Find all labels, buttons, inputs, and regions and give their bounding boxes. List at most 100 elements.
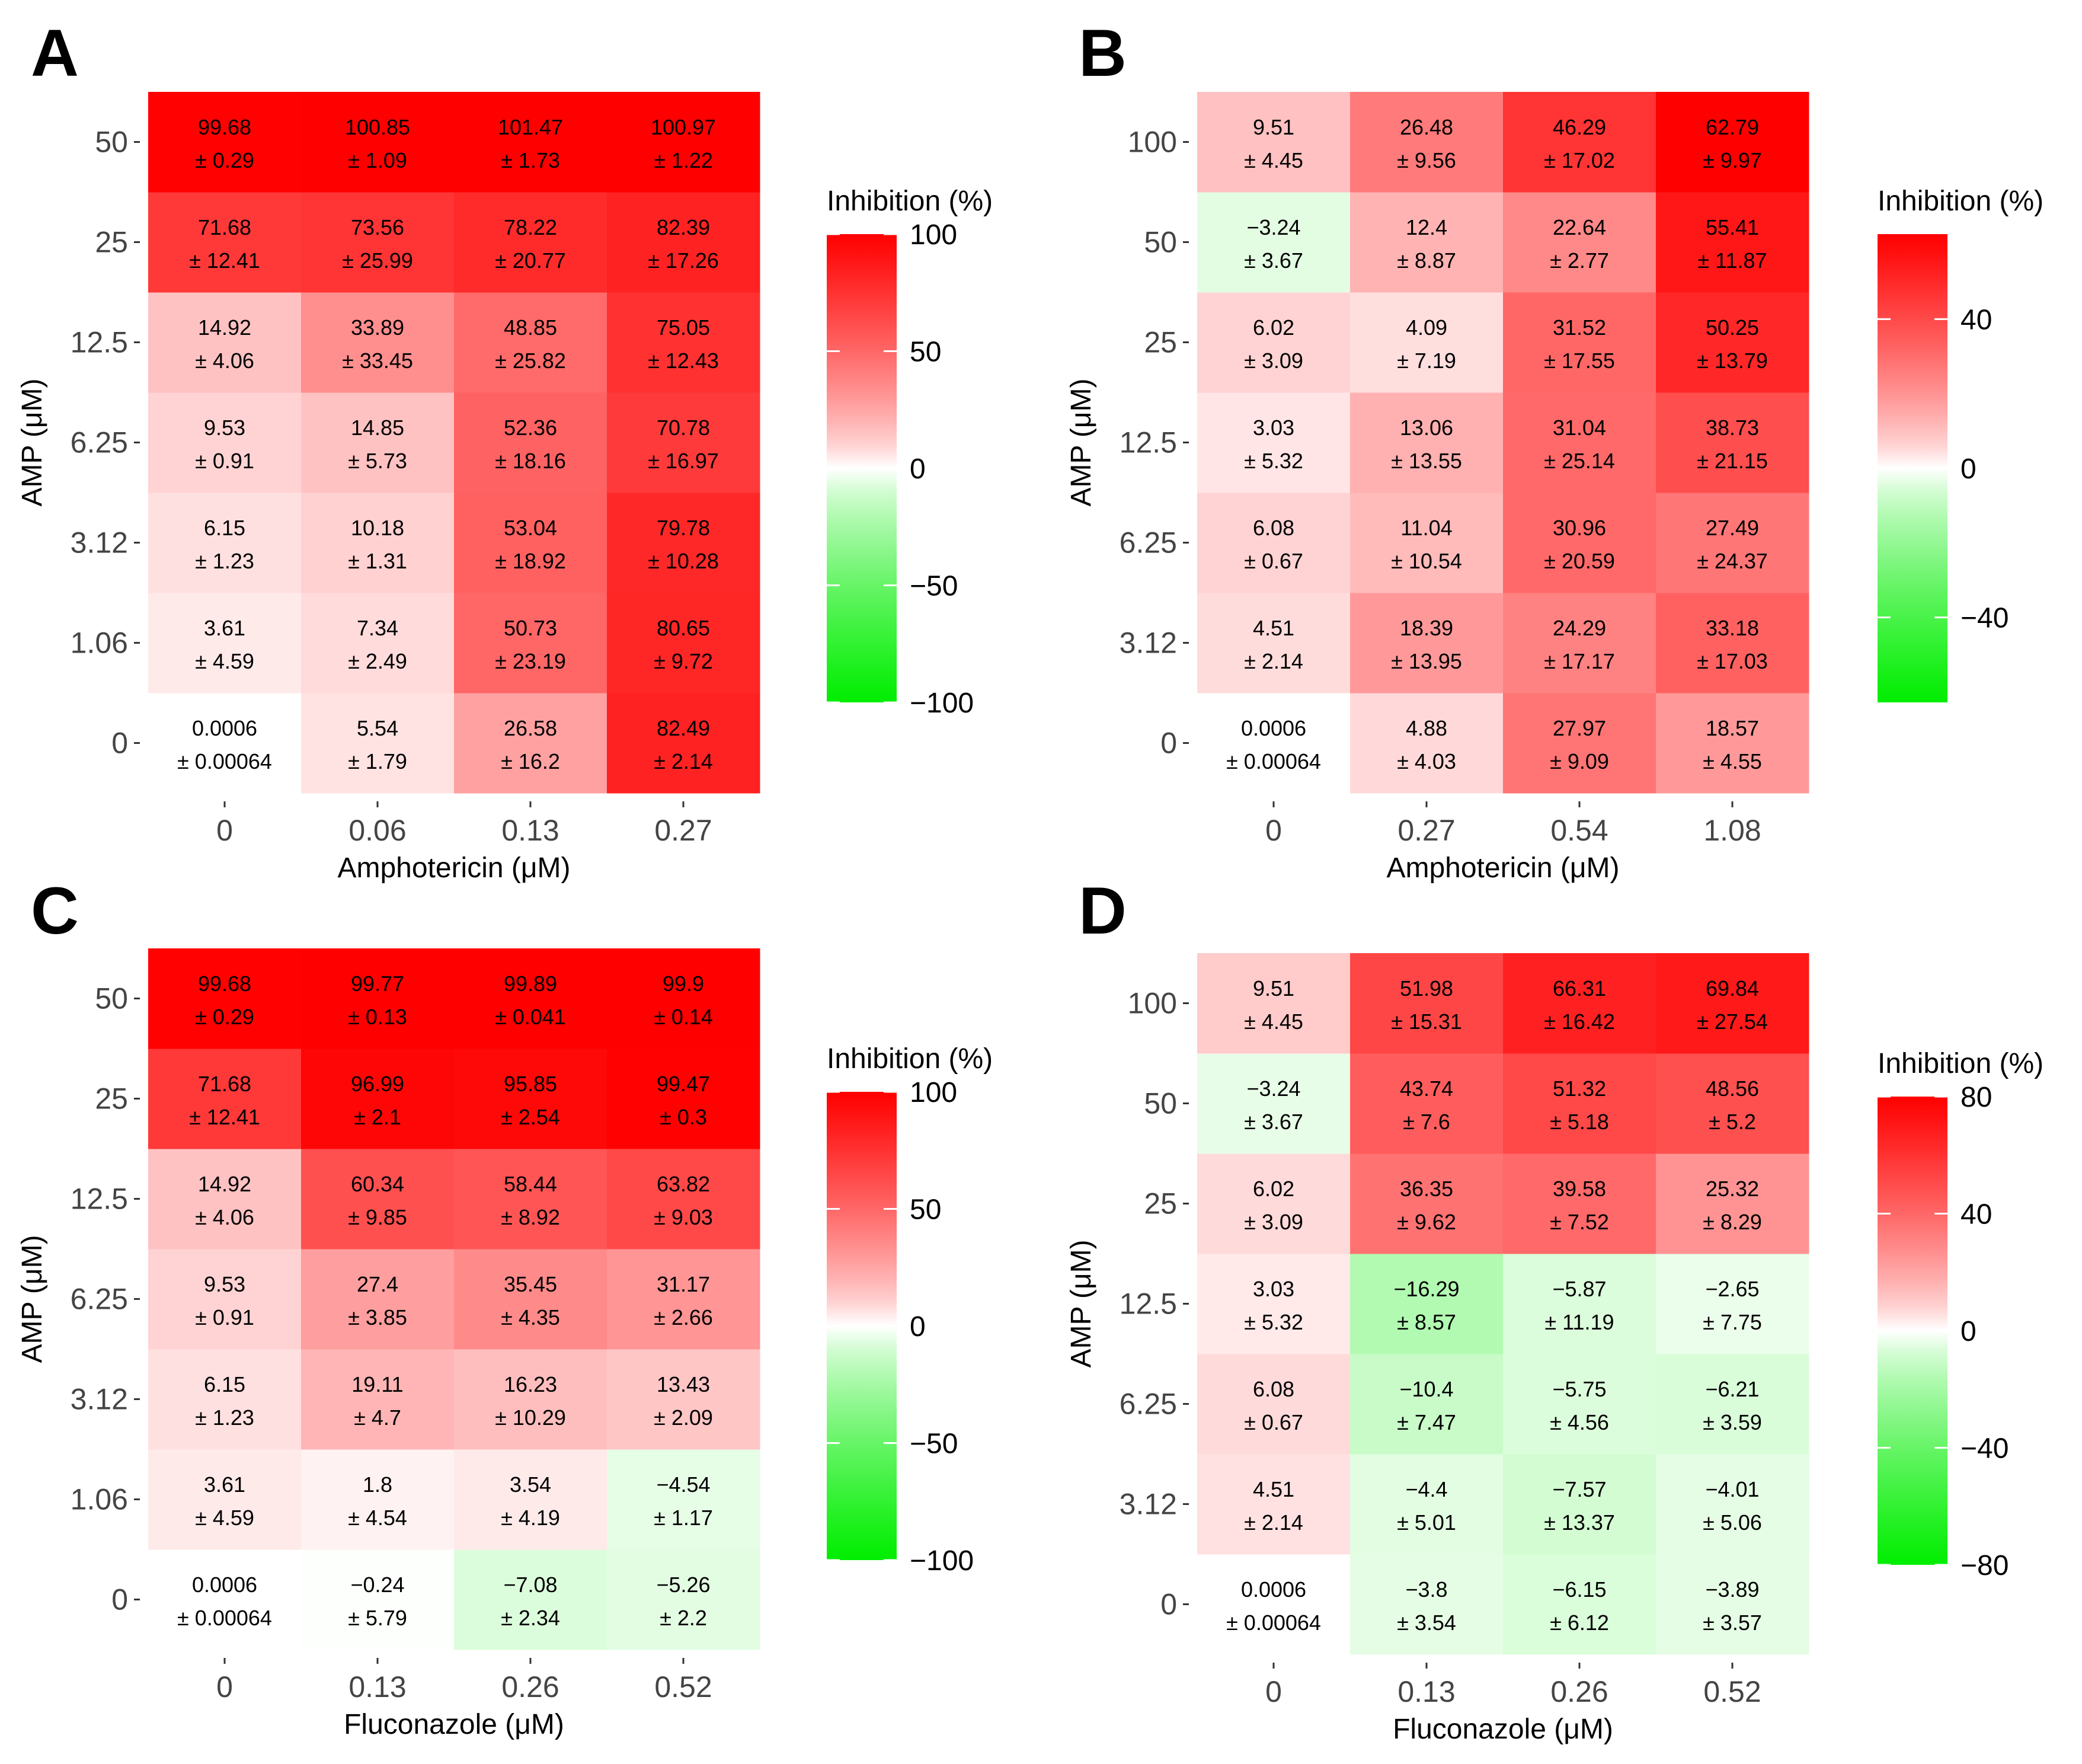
cell-error-label: ± 0.91 — [195, 1305, 254, 1330]
heatmap-cell — [454, 1049, 607, 1149]
heatmap-cell — [454, 1349, 607, 1450]
cell-value-label: 50.73 — [504, 616, 557, 640]
heatmap-cell — [607, 1149, 760, 1250]
cell-error-label: ± 18.16 — [495, 449, 566, 473]
cell-error-label: ± 4.03 — [1397, 749, 1456, 774]
panel-a: A 0.0006 ± 0.00064 5.54 ± 1.79 26.58 ± 16.2 82.… — [17, 16, 993, 884]
cell-error-label: ± 9.03 — [654, 1205, 713, 1229]
cell-value-label: 0.0006 — [192, 1573, 257, 1597]
heatmap-cell — [1197, 1454, 1351, 1555]
x-tick-label: 0.27 — [1397, 814, 1455, 847]
heatmap-cell — [1503, 693, 1656, 794]
cell-value-label: 6.02 — [1253, 315, 1294, 340]
cell-value-label: −5.75 — [1552, 1377, 1606, 1401]
heatmap-cell — [607, 1349, 760, 1450]
cell-error-label: ± 0.00064 — [177, 749, 272, 774]
heatmap-cell — [607, 593, 760, 694]
cell-error-label: ± 0.00064 — [1226, 1610, 1321, 1635]
heatmap-cell — [301, 192, 455, 293]
heatmap-cell — [454, 493, 607, 593]
cell-error-label: ± 11.19 — [1544, 1310, 1614, 1334]
cell-value-label: 18.57 — [1706, 716, 1759, 740]
heatmap-cell — [1656, 392, 1809, 493]
cell-value-label: 9.53 — [204, 416, 245, 440]
cell-value-label: −10.4 — [1399, 1377, 1453, 1401]
cell-error-label: ± 11.87 — [1697, 248, 1767, 273]
cell-error-label: ± 1.22 — [654, 148, 713, 172]
heatmap-cell — [148, 1349, 302, 1450]
y-tick-label: 12.5 — [71, 326, 128, 359]
heatmap-cell — [301, 1549, 455, 1650]
legend-tick-label: 0 — [910, 1311, 926, 1343]
heatmap-cell — [148, 1449, 302, 1550]
legend-tick-label: 0 — [1961, 453, 1977, 485]
cell-error-label: ± 17.17 — [1544, 649, 1615, 673]
heatmap-cell — [454, 192, 607, 293]
cell-value-label: 16.23 — [504, 1372, 557, 1396]
cell-error-label: ± 15.31 — [1391, 1009, 1462, 1034]
cell-error-label: ± 2.49 — [348, 649, 407, 673]
cell-error-label: ± 16.2 — [501, 749, 560, 774]
cell-value-label: 7.34 — [357, 616, 398, 640]
heatmap-cell — [301, 948, 455, 1049]
y-axis-title: AMP (μM) — [17, 1235, 48, 1363]
cell-value-label: 36.35 — [1400, 1177, 1453, 1201]
legend-title: Inhibition (%) — [1878, 186, 2043, 217]
cell-value-label: −7.08 — [503, 1573, 557, 1597]
cell-error-label: ± 4.45 — [1244, 1009, 1303, 1034]
cell-error-label: ± 7.47 — [1397, 1410, 1456, 1434]
cell-value-label: 18.39 — [1400, 616, 1453, 640]
cell-error-label: ± 4.55 — [1703, 749, 1762, 774]
x-tick-label: 0.13 — [348, 1670, 406, 1704]
heatmap-cell — [1503, 493, 1656, 593]
cell-error-label: ± 0.00064 — [1226, 749, 1321, 774]
heatmap-cell — [1503, 1354, 1656, 1455]
cell-error-label: ± 5.18 — [1550, 1110, 1609, 1134]
heatmap-cell — [1350, 1053, 1504, 1154]
heatmap-cell — [607, 1049, 760, 1149]
cell-value-label: 22.64 — [1553, 215, 1606, 239]
heatmap-cell — [607, 92, 760, 193]
cell-value-label: 26.48 — [1400, 115, 1453, 139]
heatmap-cell — [148, 593, 302, 694]
cell-value-label: 9.51 — [1253, 115, 1294, 139]
cell-error-label: ± 17.02 — [1544, 148, 1615, 172]
heatmap-cell — [1656, 693, 1809, 794]
x-axis-title: Fluconazole (μM) — [344, 1709, 564, 1740]
cell-value-label: −0.24 — [350, 1573, 404, 1597]
heatmap-cell — [1350, 493, 1504, 593]
legend-tick-label: 0 — [910, 453, 926, 485]
cell-value-label: 3.54 — [510, 1472, 551, 1497]
cell-value-label: 100.97 — [651, 115, 716, 139]
heatmap-cell — [1197, 593, 1351, 694]
heatmap-cell — [1350, 953, 1504, 1054]
cell-error-label: ± 2.14 — [1244, 1510, 1303, 1535]
heatmap-cell — [1197, 693, 1351, 794]
cell-error-label: ± 7.75 — [1703, 1310, 1762, 1334]
legend-title: Inhibition (%) — [827, 1043, 993, 1075]
cell-value-label: −6.21 — [1705, 1377, 1759, 1401]
panel-letter: B — [1079, 16, 1127, 90]
y-axis-title: AMP (μM) — [1066, 378, 1097, 506]
cell-error-label: ± 0.67 — [1244, 1410, 1303, 1434]
cell-value-label: 58.44 — [504, 1172, 557, 1196]
heatmap-cell — [1656, 92, 1809, 193]
cell-error-label: ± 21.15 — [1697, 449, 1768, 473]
panel-letter: D — [1079, 874, 1127, 948]
cell-error-label: ± 13.95 — [1391, 649, 1462, 673]
cell-value-label: 60.34 — [351, 1172, 404, 1196]
cell-value-label: 96.99 — [351, 1072, 404, 1096]
heatmap-cell — [1350, 1354, 1504, 1455]
heatmap-cell — [1350, 92, 1504, 193]
cell-error-label: ± 13.55 — [1391, 449, 1462, 473]
cell-error-label: ± 20.59 — [1544, 549, 1615, 573]
y-tick-label: 0 — [1160, 1588, 1177, 1621]
x-tick-label: 0.13 — [501, 814, 559, 847]
cell-value-label: −5.26 — [656, 1573, 710, 1597]
heatmap-cell — [1656, 593, 1809, 694]
y-tick-label: 25 — [1144, 326, 1177, 359]
heatmap-cell — [301, 1149, 455, 1250]
cell-error-label: ± 3.67 — [1244, 1110, 1303, 1134]
cell-value-label: 82.39 — [657, 215, 710, 239]
cell-error-label: ± 3.09 — [1244, 349, 1303, 373]
